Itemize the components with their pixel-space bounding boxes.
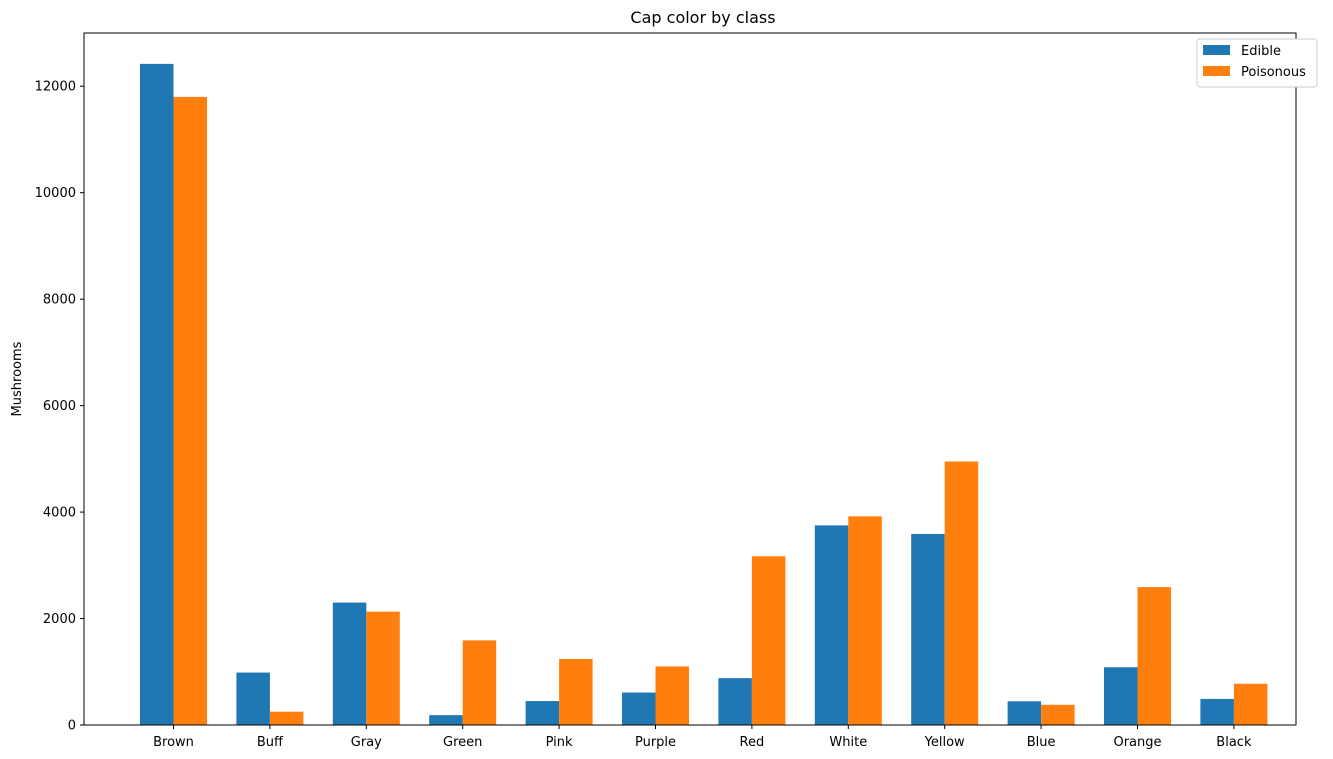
- y-axis-label: Mushrooms: [10, 341, 25, 416]
- bar-poisonous-blue: [1041, 704, 1075, 725]
- y-tick-label: 6000: [43, 399, 76, 414]
- y-tick-label: 8000: [43, 293, 76, 308]
- y-tick-label: 2000: [43, 612, 76, 627]
- bar-edible-blue: [1007, 701, 1042, 725]
- bar-poisonous-yellow: [944, 461, 979, 725]
- x-tick-label: Buff: [257, 735, 284, 750]
- bar-poisonous-pink: [559, 658, 593, 725]
- bar-edible-white: [814, 525, 849, 725]
- bar-edible-pink: [525, 701, 560, 725]
- bar-edible-black: [1200, 698, 1234, 725]
- bar-edible-buff: [236, 672, 270, 725]
- bar-poisonous-purple: [655, 666, 689, 725]
- legend-swatch-poisonous: [1203, 66, 1230, 76]
- x-tick-label: Purple: [635, 735, 676, 750]
- x-tick-label: Green: [443, 735, 482, 750]
- x-tick-label: Brown: [153, 735, 194, 750]
- legend-label-edible: Edible: [1241, 44, 1281, 59]
- x-tick-label: Blue: [1027, 735, 1056, 750]
- bar-edible-green: [429, 715, 463, 725]
- bar-poisonous-black: [1233, 683, 1268, 725]
- bar-edible-red: [718, 678, 752, 725]
- bar-poisonous-red: [751, 556, 786, 725]
- bar-poisonous-buff: [269, 711, 304, 725]
- x-tick-label: Pink: [546, 735, 573, 750]
- x-tick-label: Gray: [351, 735, 382, 750]
- bar-edible-yellow: [911, 533, 945, 725]
- plot-frame: [83, 32, 1297, 726]
- x-tick-label: Red: [740, 735, 765, 750]
- bar-poisonous-white: [848, 516, 882, 725]
- bar-edible-purple: [622, 692, 656, 725]
- bar-poisonous-orange: [1137, 587, 1171, 725]
- bar-edible-brown: [140, 63, 174, 726]
- bar-poisonous-green: [462, 640, 497, 725]
- bar-edible-orange: [1104, 667, 1138, 725]
- y-tick-label: 10000: [35, 186, 76, 201]
- bar-edible-gray: [332, 602, 367, 725]
- y-tick-label: 12000: [35, 80, 76, 95]
- x-tick-label: White: [829, 735, 867, 750]
- x-tick-label: Orange: [1113, 735, 1161, 750]
- chart-title: Cap color by class: [630, 8, 775, 27]
- bars-layer: [140, 63, 1268, 726]
- bar-poisonous-brown: [173, 96, 207, 725]
- x-axis-ticks: Brown Buff Gray Green Pink Purple Red White Yell…: [153, 725, 1252, 750]
- y-tick-label: 4000: [43, 506, 76, 521]
- legend-label-poisonous: Poisonous: [1241, 65, 1306, 80]
- legend-swatch-edible: [1203, 45, 1230, 55]
- x-tick-label: Black: [1216, 735, 1252, 750]
- y-axis-ticks: 0 2000 4000 6000 8000 10000 12000: [35, 80, 84, 734]
- x-tick-label: Yellow: [924, 735, 965, 750]
- bar-poisonous-gray: [366, 611, 400, 725]
- y-tick-label: 0: [68, 719, 76, 734]
- legend: Edible Poisonous: [1196, 38, 1318, 88]
